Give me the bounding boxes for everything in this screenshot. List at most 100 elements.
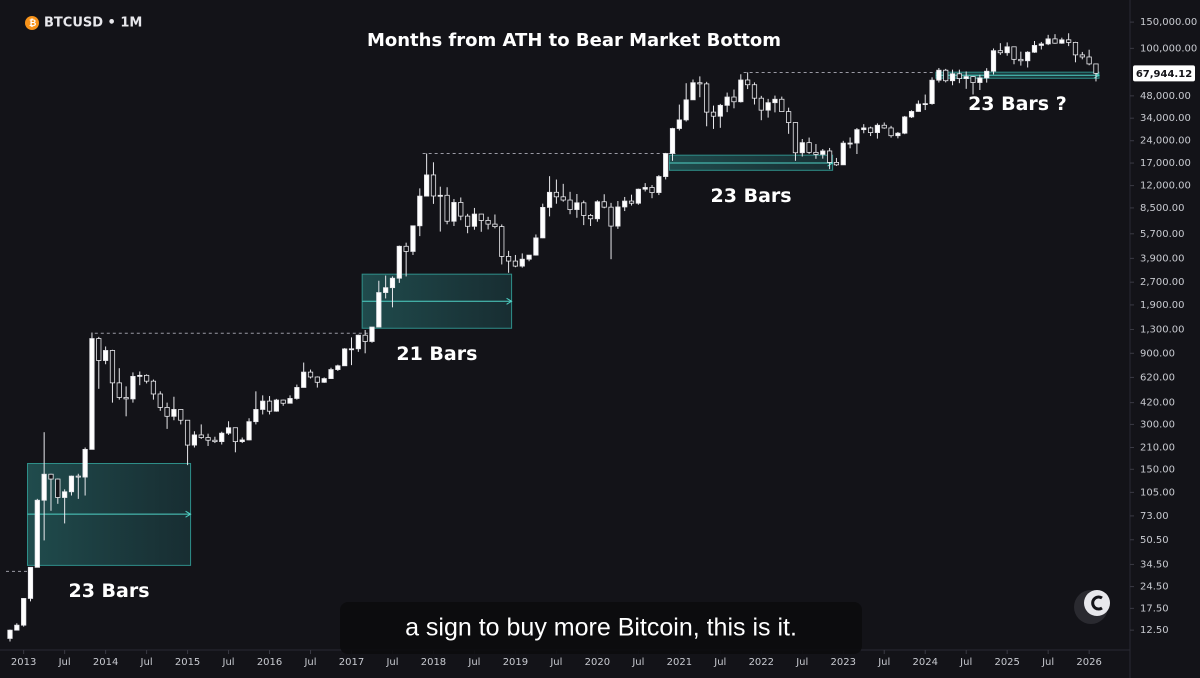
- x-tick-label: Jul: [467, 657, 480, 668]
- candle-body: [451, 202, 457, 222]
- candle-body: [635, 188, 641, 204]
- candle-body: [786, 111, 792, 123]
- candle-body: [430, 174, 437, 197]
- candle-body: [212, 439, 218, 443]
- candle-body: [984, 70, 990, 79]
- candle-body: [717, 104, 723, 117]
- candle-body: [116, 382, 122, 398]
- candle-body: [533, 237, 539, 256]
- candle-body: [130, 375, 136, 400]
- candle-body: [895, 132, 901, 137]
- candle-body: [587, 215, 594, 220]
- logo-mark: [1091, 595, 1103, 611]
- y-tick-label: 34,000.00: [1140, 113, 1191, 124]
- candle-body: [7, 629, 13, 639]
- x-tick-label: Jul: [385, 657, 398, 668]
- candle-body: [225, 427, 232, 434]
- candle-body: [1059, 39, 1065, 44]
- logo: [1074, 590, 1110, 624]
- candle-body: [205, 437, 211, 441]
- bitcoin-icon-glyph: ₿: [29, 18, 36, 29]
- candle-body: [929, 79, 935, 105]
- candle-body: [68, 475, 75, 493]
- candle-body: [560, 196, 566, 201]
- candle-body: [519, 258, 525, 267]
- candle-body: [1052, 38, 1058, 44]
- candle-body: [649, 187, 655, 193]
- range-arrow-head: [506, 297, 513, 305]
- candle-body: [1011, 46, 1017, 60]
- candle-body: [949, 73, 956, 82]
- candle-body: [1025, 51, 1031, 62]
- candle-body: [970, 76, 976, 83]
- range-label: 23 Bars: [711, 185, 792, 207]
- x-tick-label: 2016: [257, 657, 282, 668]
- candle-body: [178, 409, 184, 421]
- candle-body: [184, 419, 191, 446]
- x-tick-label: 2019: [503, 657, 528, 668]
- x-tick-label: 2014: [93, 657, 118, 668]
- y-tick-label: 17.50: [1140, 603, 1169, 614]
- candle-body: [465, 215, 471, 227]
- candle-body: [171, 409, 177, 417]
- candle-body: [499, 226, 505, 257]
- candle-body: [437, 194, 443, 197]
- candle-body: [1031, 45, 1038, 53]
- x-tick-label: 2024: [912, 657, 937, 668]
- candle-body: [990, 50, 997, 72]
- candle-body: [567, 199, 573, 210]
- x-tick-label: Jul: [303, 657, 316, 668]
- candle-body: [902, 116, 908, 134]
- candle-body: [198, 434, 204, 438]
- candle-body: [977, 77, 983, 83]
- candle-body: [922, 103, 928, 106]
- x-tick-label: 2025: [994, 657, 1019, 668]
- x-tick-label: Jul: [631, 657, 644, 668]
- candle-body: [143, 374, 150, 382]
- candle-body: [861, 127, 867, 131]
- candle-body: [847, 142, 853, 145]
- plot: 150,000.00 100,000.00 48,000.00 34,000.00 24…: [6, 17, 1197, 668]
- y-tick-label: 2,700.00: [1140, 277, 1185, 288]
- candle-body: [827, 150, 833, 163]
- candle-body: [840, 142, 846, 166]
- candle-body: [751, 84, 758, 99]
- candle-body: [553, 191, 560, 198]
- x-tick-label: Jul: [1041, 657, 1054, 668]
- candle-body: [874, 124, 881, 133]
- candle-body: [335, 365, 341, 370]
- candle-body: [48, 473, 54, 480]
- candle-body: [89, 338, 95, 450]
- y-tick-label: 150,000.00: [1140, 17, 1197, 28]
- candle-body: [1045, 38, 1051, 45]
- candle-body: [745, 79, 751, 86]
- candle-body: [55, 478, 61, 498]
- candle-body: [1038, 43, 1044, 46]
- candle-body: [348, 348, 355, 351]
- candle-body: [260, 400, 266, 410]
- range-label: 21 Bars: [396, 343, 477, 365]
- x-tick-label: 2020: [585, 657, 610, 668]
- candle-body: [676, 119, 682, 129]
- candle-body: [608, 206, 614, 227]
- y-tick-label: 12,000.00: [1140, 181, 1191, 192]
- candle-body: [458, 202, 464, 217]
- candle-body: [492, 223, 498, 228]
- candle-body: [656, 176, 662, 193]
- candle-body: [219, 432, 225, 443]
- candle-body: [669, 128, 676, 154]
- last-price-label: 67,944.12: [1136, 69, 1192, 80]
- x-tick-label: Jul: [222, 657, 235, 668]
- candle-body: [1018, 58, 1024, 62]
- candle-body: [799, 142, 805, 154]
- x-tick-label: 2013: [11, 657, 36, 668]
- candle-body: [594, 201, 600, 220]
- y-tick-label: 100,000.00: [1140, 43, 1197, 54]
- range-label: 23 Bars ?: [968, 93, 1067, 115]
- candle-body: [1093, 63, 1099, 74]
- x-tick-label: 2023: [831, 657, 856, 668]
- y-tick-label: 900.00: [1140, 348, 1175, 359]
- candle-body: [485, 220, 491, 225]
- candle-body: [1072, 42, 1079, 56]
- candle-body: [232, 427, 238, 443]
